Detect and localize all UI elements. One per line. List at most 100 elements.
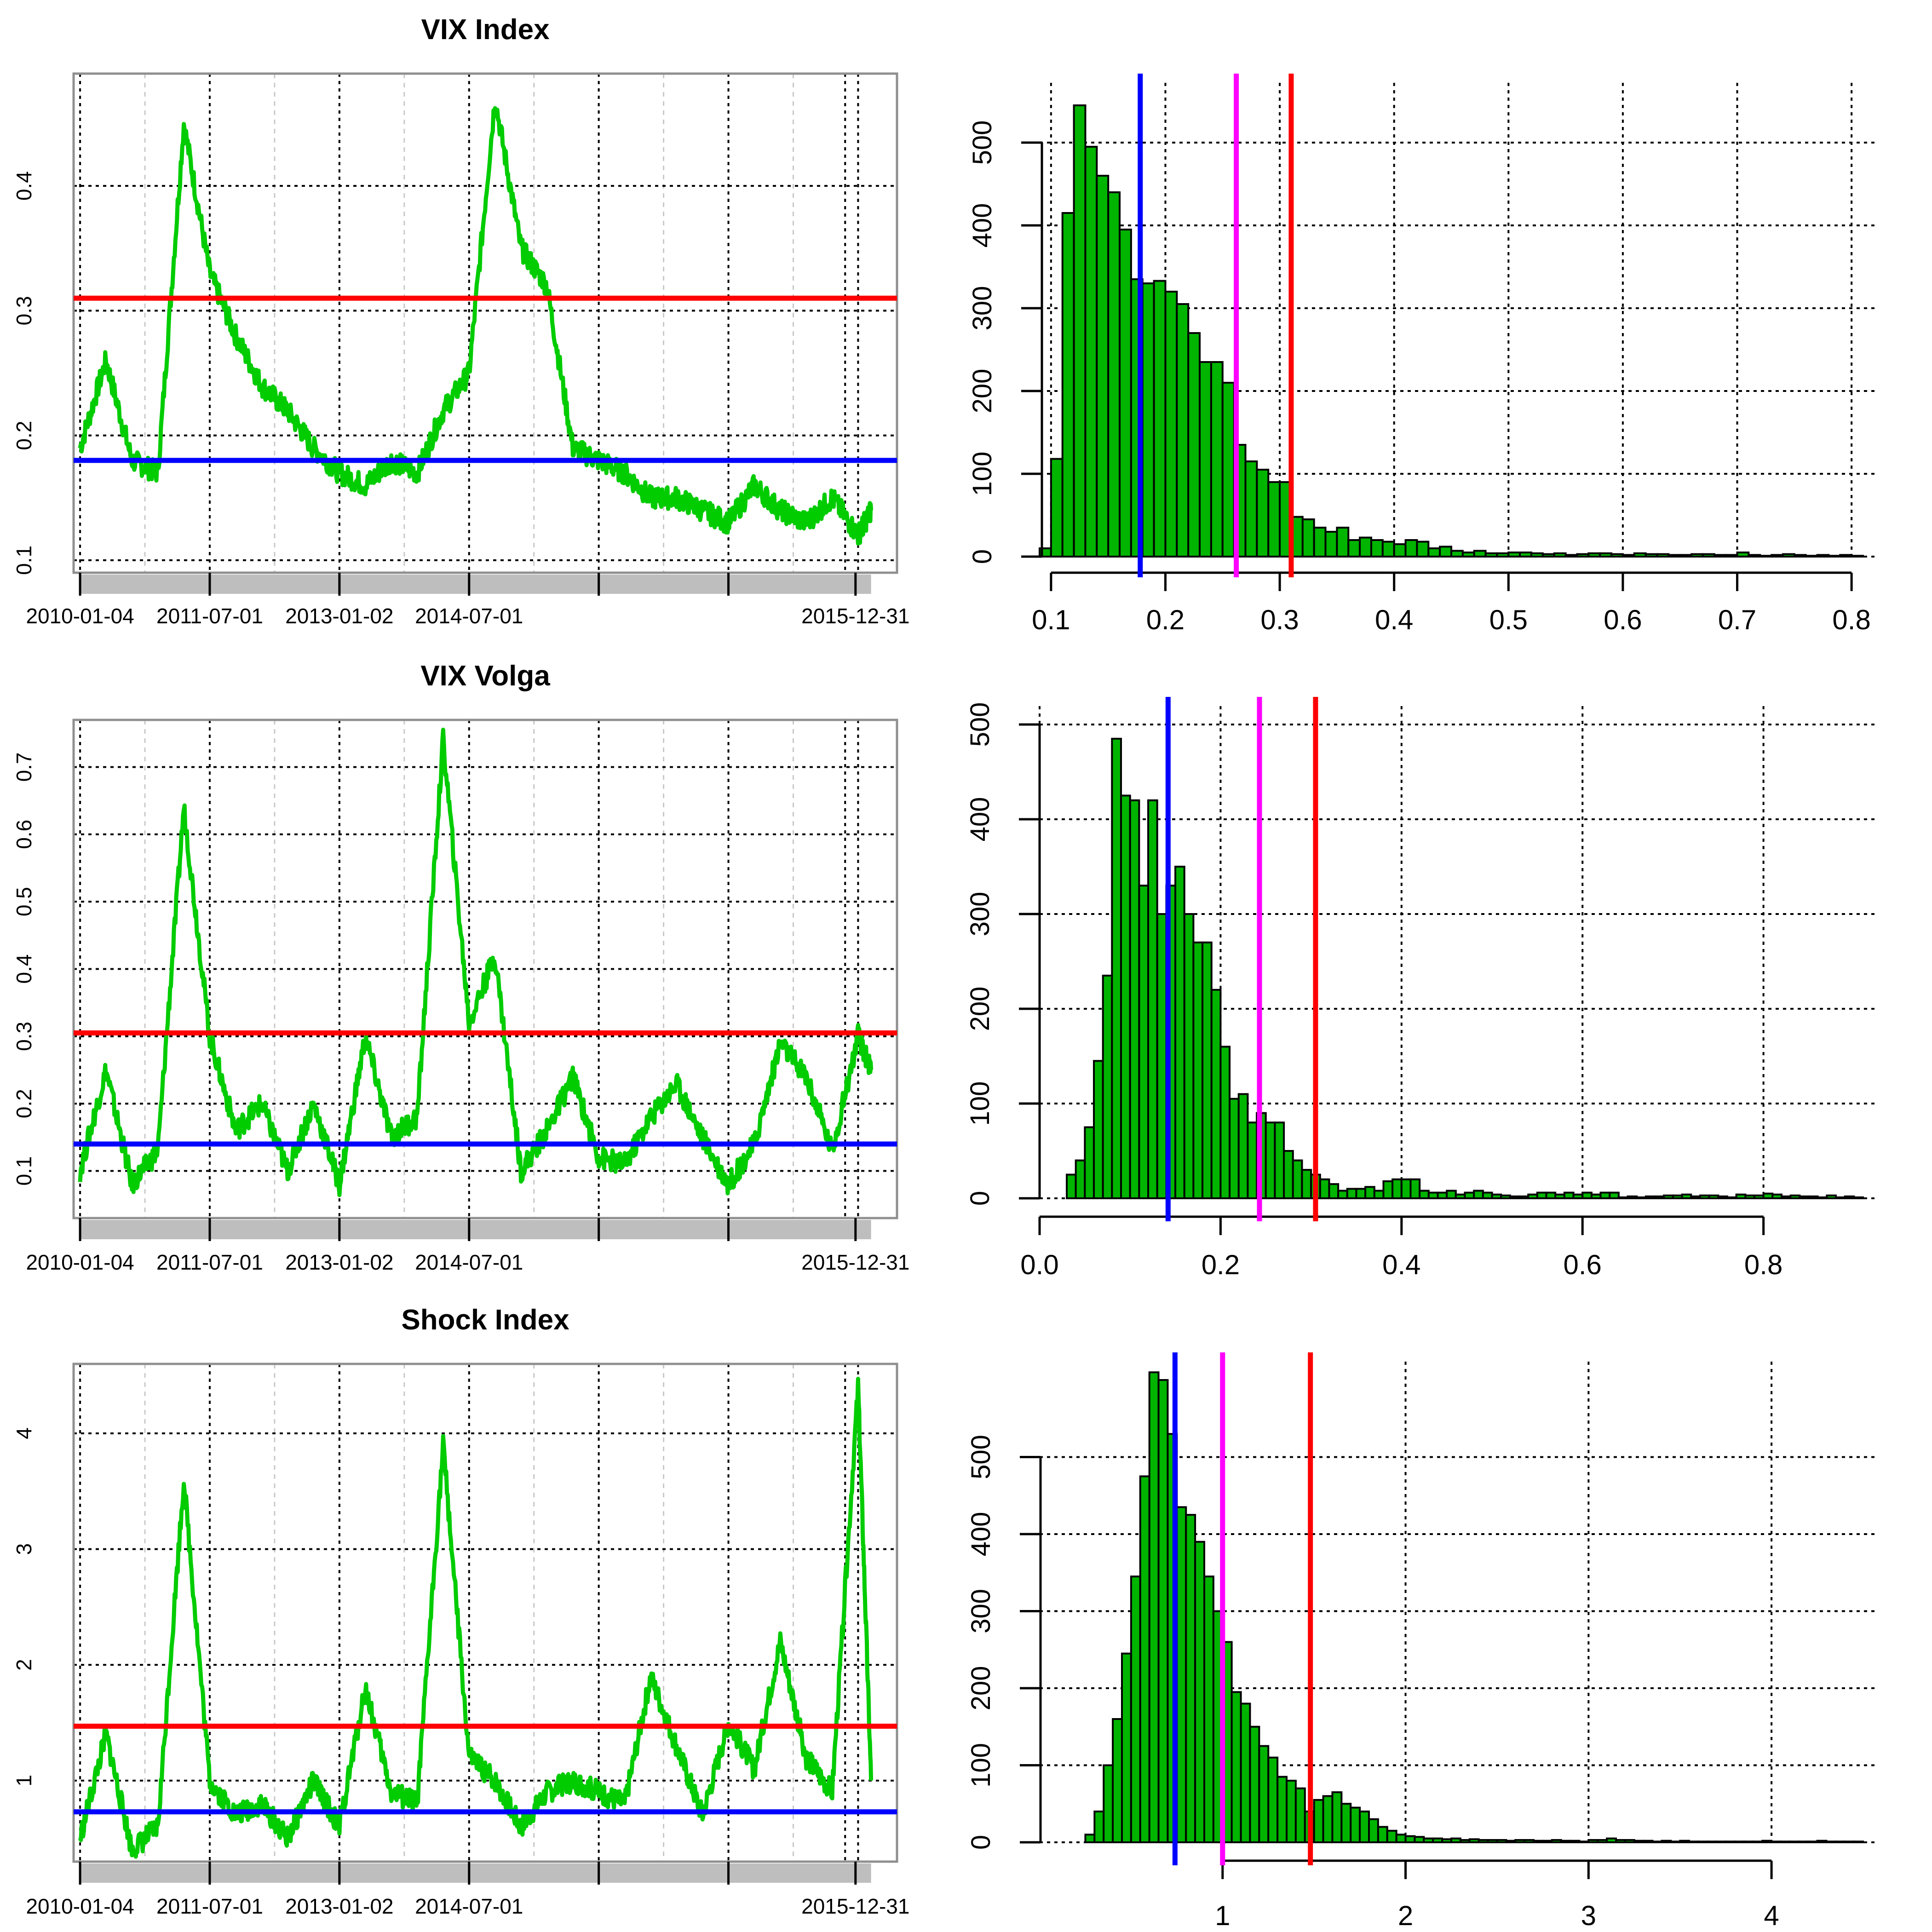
shock-index-hist-bar xyxy=(1359,1811,1370,1843)
vix-volga-hist-bar xyxy=(1355,1188,1367,1199)
vix-volga-hist-bar xyxy=(1780,1195,1792,1199)
vix-index-hist-bar xyxy=(1267,481,1281,558)
vix-volga-ts-series-line xyxy=(78,727,874,1197)
vix-volga-hist-bar xyxy=(1817,1196,1828,1199)
vix-index-ts-x-tick-label: 2011-07-01 xyxy=(156,604,263,628)
vix-index-hist-bar xyxy=(1851,555,1864,558)
shock-index-hist-bar xyxy=(1496,1839,1507,1844)
vix-index-hist-bar xyxy=(1073,104,1087,558)
vix-index-ts-frame xyxy=(72,72,898,574)
vix-index-hist-bar xyxy=(1633,552,1647,558)
vix-volga-hist-bar xyxy=(1265,1121,1276,1199)
vix-volga-hist-bar xyxy=(1111,737,1122,1199)
vix-volga-hist-bar xyxy=(1066,1173,1077,1199)
shock-index-ts-y-tick-label: 3 xyxy=(12,1543,36,1555)
shock-index-hist-bar xyxy=(1715,1840,1727,1843)
vix-volga-hist-panel: 0 100 200 300 400 500 0.0 0.2 0.4 0.6 0.8 xyxy=(965,697,1877,1280)
shock-index-hist-bar xyxy=(1112,1718,1123,1843)
vix-volga-hist-x-tick-label: 0.0 xyxy=(1020,1249,1058,1280)
vix-volga-ts-y-tick-label: 0.7 xyxy=(12,752,36,782)
vix-volga-hist-bar xyxy=(1826,1194,1837,1200)
shock-index-hist-bar xyxy=(1468,1838,1480,1844)
shock-index-hist-bar xyxy=(1157,1379,1169,1843)
shock-index-hist-x-tick-label: 4 xyxy=(1764,1900,1779,1931)
vix-index-hist-bar xyxy=(1336,527,1350,558)
vix-index-hist-bar xyxy=(1816,554,1830,558)
vix-volga-hist-x-tick-label: 0.8 xyxy=(1744,1249,1782,1280)
shock-index-ts-x-tick-label: 2013-01-02 xyxy=(285,1894,393,1918)
vix-index-ts-x-tick-label: 2014-07-01 xyxy=(415,604,523,628)
vix-index-hist-x-tick-label: 0.1 xyxy=(1032,604,1070,635)
shock-index-hist-bar xyxy=(1368,1818,1379,1843)
shock-index-hist-bar xyxy=(1679,1840,1690,1843)
vix-index-hist-bar xyxy=(1622,554,1635,558)
vix-index-hist-bar xyxy=(1748,554,1761,558)
vix-volga-hist-bar xyxy=(1437,1191,1448,1199)
vix-volga-ts-y-tick-label: 0.6 xyxy=(12,820,36,849)
vix-volga-hist-bar xyxy=(1644,1195,1656,1199)
shock-index-hist-bar xyxy=(1139,1475,1150,1843)
vix-volga-hist-bar xyxy=(1084,1126,1095,1199)
shock-index-hist-bar xyxy=(1834,1840,1846,1843)
vix-index-ts-date-band xyxy=(80,575,871,594)
vix-index-hist-y-tick-label: 300 xyxy=(967,286,997,331)
vix-volga-hist-bar xyxy=(1771,1193,1782,1200)
shock-index-hist-bar xyxy=(1286,1780,1297,1843)
vix-volga-hist-bar xyxy=(1237,1093,1249,1199)
shock-index-ts-panel: Shock Index 1 2 3 4 2010-01-04 2011-07-01 2013-… xyxy=(12,1304,909,1918)
vix-index-ts-x-tick-label: 2013-01-02 xyxy=(285,604,393,628)
vix-volga-ts-y-tick-label: 0.1 xyxy=(12,1156,36,1186)
vix-volga-hist-bar xyxy=(1174,866,1185,1199)
vix-index-hist-bar xyxy=(1404,539,1418,558)
shock-index-hist-bar xyxy=(1642,1840,1654,1843)
vix-index-hist-bar xyxy=(1347,539,1361,558)
vix-index-hist-bar xyxy=(1679,554,1693,558)
vix-volga-hist-bar xyxy=(1681,1193,1692,1200)
vix-index-hist-bar xyxy=(1736,552,1750,558)
shock-index-hist-bar xyxy=(1258,1745,1270,1843)
vix-index-hist-bar xyxy=(1599,552,1613,558)
shock-index-hist-bar xyxy=(1404,1835,1416,1844)
shock-index-hist-bar xyxy=(1788,1840,1800,1843)
vix-volga-hist-bar xyxy=(1319,1178,1330,1200)
vix-volga-hist-bar xyxy=(1491,1193,1502,1200)
vix-index-hist-bar xyxy=(1771,554,1784,558)
shock-index-ts-y-tick-label: 1 xyxy=(12,1775,36,1787)
shock-index-hist-bar xyxy=(1569,1840,1581,1843)
vix-volga-hist-y-tick-label: 400 xyxy=(965,797,995,842)
shock-index-hist-bar xyxy=(1386,1829,1397,1843)
vix-volga-hist-bar xyxy=(1844,1195,1855,1199)
vix-volga-hist-bar xyxy=(1210,989,1222,1200)
vix-index-hist-bar xyxy=(1656,553,1670,558)
vix-volga-ts-x-tick-label: 2011-07-01 xyxy=(156,1250,263,1274)
shock-index-hist-bar xyxy=(1350,1806,1361,1843)
vix-index-hist-bar xyxy=(1301,518,1315,558)
shock-index-ts-x-tick-label: 2010-01-04 xyxy=(26,1894,134,1918)
shock-index-ts-x-tick-label: 2015-12-31 xyxy=(801,1894,909,1918)
vix-index-ts-y-tick-label: 0.3 xyxy=(12,296,36,325)
shock-index-hist-bar xyxy=(1615,1839,1626,1844)
shock-index-hist-y-tick-label: 100 xyxy=(966,1743,996,1788)
vix-volga-hist-bar xyxy=(1202,941,1213,1200)
vix-volga-ts-y-tick-label: 0.2 xyxy=(12,1089,36,1118)
vix-index-hist-x-tick-label: 0.5 xyxy=(1489,604,1528,635)
vix-volga-hist-bar xyxy=(1382,1180,1394,1199)
vix-volga-hist-bar xyxy=(1717,1195,1728,1199)
shock-index-hist-bar xyxy=(1560,1840,1571,1843)
vix-volga-hist-bar xyxy=(1129,799,1140,1200)
vix-volga-ts-x-tick-label: 2013-01-02 xyxy=(285,1250,393,1274)
vix-index-hist-y-tick-label: 0 xyxy=(967,549,997,564)
shock-index-hist-bar xyxy=(1450,1837,1461,1843)
vix-volga-hist-bar xyxy=(1346,1188,1357,1199)
vix-index-hist-bar xyxy=(1381,540,1395,558)
vix-index-hist-bar xyxy=(1050,458,1064,558)
vix-index-hist-bar xyxy=(1199,361,1212,558)
shock-index-ts-date-band xyxy=(80,1863,871,1883)
shock-index-hist-bar xyxy=(1322,1795,1334,1843)
shock-index-hist-bar xyxy=(1524,1839,1535,1844)
vix-index-hist-x-tick-label: 0.8 xyxy=(1832,604,1870,635)
shock-index-hist-bar xyxy=(1103,1764,1114,1843)
shock-index-hist-bar xyxy=(1185,1514,1196,1843)
shock-index-hist-bar xyxy=(1267,1756,1279,1843)
shock-index-hist-panel: 0 100 200 300 400 500 1 2 3 4 xyxy=(966,1352,1877,1931)
